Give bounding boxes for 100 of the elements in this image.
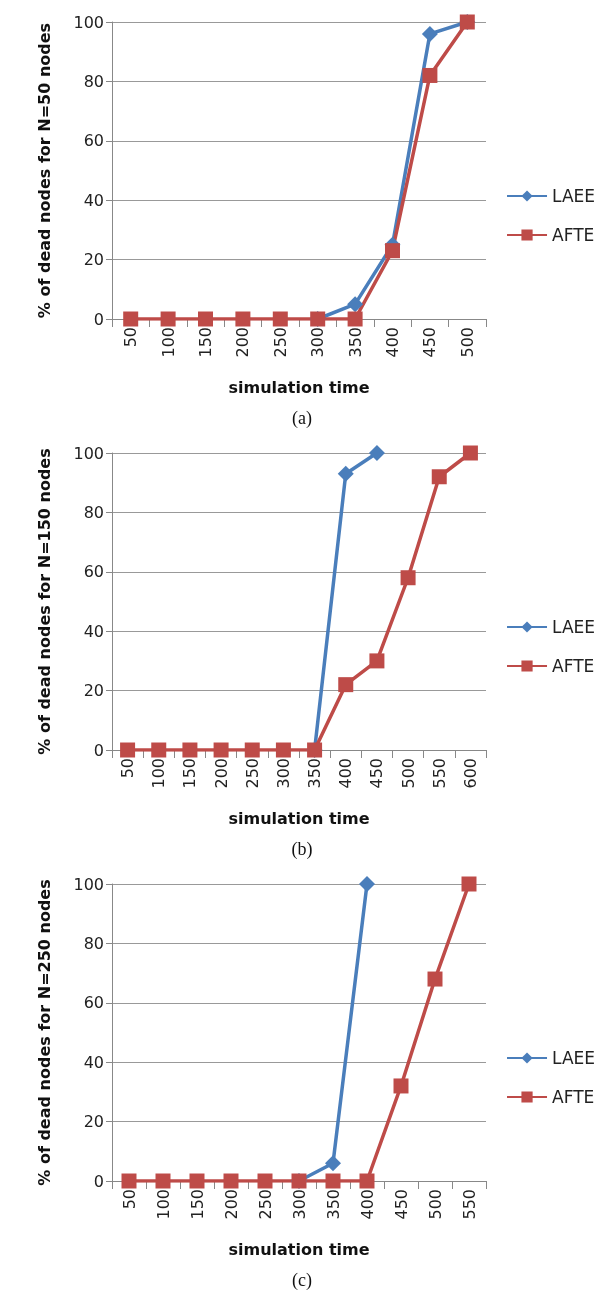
legend-label: AFTE: [552, 1087, 595, 1107]
y-tick-label: 100: [73, 874, 104, 894]
point: [325, 1173, 341, 1189]
x-tick-label: 300: [289, 1189, 309, 1220]
x-tick-label: 300: [308, 327, 328, 358]
legend-label: AFTE: [552, 225, 595, 245]
point: [160, 311, 176, 327]
x-tick-label: 100: [158, 327, 178, 358]
point: [359, 1173, 375, 1189]
legend-label: LAEE: [552, 617, 596, 637]
point: [223, 1173, 239, 1189]
x-tick-label: 100: [153, 1189, 173, 1220]
y-tick-label: 80: [83, 71, 104, 91]
x-tick-label: 600: [460, 758, 480, 789]
x-axis-title: simulation time: [228, 377, 370, 397]
point: [123, 311, 139, 327]
point: [121, 1173, 137, 1189]
x-tick-label: 550: [459, 1189, 479, 1220]
point: [275, 742, 291, 758]
point: [431, 469, 447, 485]
point: [347, 311, 363, 327]
x-tick-label: 150: [180, 758, 200, 789]
x-tick-label: 550: [429, 758, 449, 789]
point: [337, 465, 354, 482]
point: [400, 570, 416, 586]
y-tick-label: 80: [83, 933, 104, 953]
x-tick-label: 450: [420, 327, 440, 358]
point: [368, 445, 385, 461]
x-tick-label: 450: [367, 758, 387, 789]
x-tick-label: 50: [119, 1189, 139, 1210]
point: [189, 1173, 205, 1189]
x-tick-label: 500: [457, 327, 477, 358]
y-tick-label: 0: [93, 740, 104, 760]
point: [272, 311, 288, 327]
x-axis-title: simulation time: [228, 1239, 370, 1259]
legend-label: AFTE: [552, 656, 595, 676]
x-tick-label: 500: [425, 1189, 445, 1220]
text: (a): [292, 408, 312, 429]
x-tick-label: 250: [255, 1189, 275, 1220]
x-tick-label: 250: [270, 327, 290, 358]
y-tick-label: 60: [83, 562, 104, 582]
point: [325, 1155, 341, 1172]
x-tick-label: 350: [305, 758, 325, 789]
y-tick-label: 40: [83, 621, 104, 641]
point: [369, 653, 385, 669]
x-tick-label: 150: [187, 1189, 207, 1220]
x-tick-label: 250: [242, 758, 262, 789]
point: [338, 677, 354, 693]
point: [462, 445, 478, 461]
y-tick-label: 0: [93, 309, 104, 329]
y-axis-title: % of dead nodes for N=250 nodes: [34, 879, 54, 1186]
x-tick-label: 300: [273, 758, 293, 789]
y-tick-label: 60: [83, 993, 104, 1013]
point: [257, 1173, 273, 1189]
x-tick-label: 500: [398, 758, 418, 789]
point: [120, 742, 136, 758]
x-tick-label: 400: [383, 327, 402, 358]
x-tick-label: 200: [211, 758, 231, 789]
point: [427, 971, 443, 987]
point: [198, 311, 213, 327]
y-tick-label: 20: [83, 681, 104, 701]
y-tick-label: 80: [83, 502, 104, 522]
y-tick-label: 100: [73, 443, 104, 463]
x-axis-title: simulation time: [228, 808, 370, 828]
point: [422, 67, 438, 83]
x-tick-label: 450: [391, 1189, 411, 1220]
point: [385, 243, 400, 259]
legend-label: LAEE: [552, 186, 596, 206]
legend-label: LAEE: [552, 1048, 596, 1068]
y-axis-title: % of dead nodes for N=150 nodes: [34, 448, 54, 755]
y-tick-label: 0: [93, 1171, 104, 1191]
x-tick-label: 50: [118, 758, 138, 779]
point: [155, 1173, 171, 1189]
x-tick-label: 50: [121, 327, 141, 348]
point: [347, 296, 364, 313]
y-tick-label: 40: [83, 190, 104, 210]
point: [182, 742, 198, 758]
x-tick-label: 100: [149, 758, 169, 789]
point: [151, 742, 167, 758]
x-tick-label: 150: [196, 327, 215, 358]
y-tick-label: 100: [73, 12, 104, 32]
x-tick-label: 200: [233, 327, 253, 358]
y-tick-label: 40: [83, 1052, 104, 1072]
x-tick-label: 350: [323, 1189, 343, 1220]
text: (c): [292, 1270, 312, 1291]
point: [244, 742, 260, 758]
point: [393, 1078, 409, 1094]
x-tick-label: 350: [345, 327, 365, 358]
x-tick-label: 200: [221, 1189, 241, 1220]
x-tick-label: 400: [336, 758, 356, 789]
point: [421, 25, 438, 42]
y-tick-label: 20: [83, 250, 104, 270]
y-tick-label: 20: [83, 1112, 104, 1132]
point: [235, 311, 251, 327]
x-tick-label: 400: [357, 1189, 377, 1220]
text: (b): [291, 839, 313, 860]
y-tick-label: 60: [83, 131, 104, 151]
y-axis-title: % of dead nodes for N=50 nodes: [34, 22, 54, 319]
point: [359, 876, 375, 892]
point: [461, 876, 477, 892]
